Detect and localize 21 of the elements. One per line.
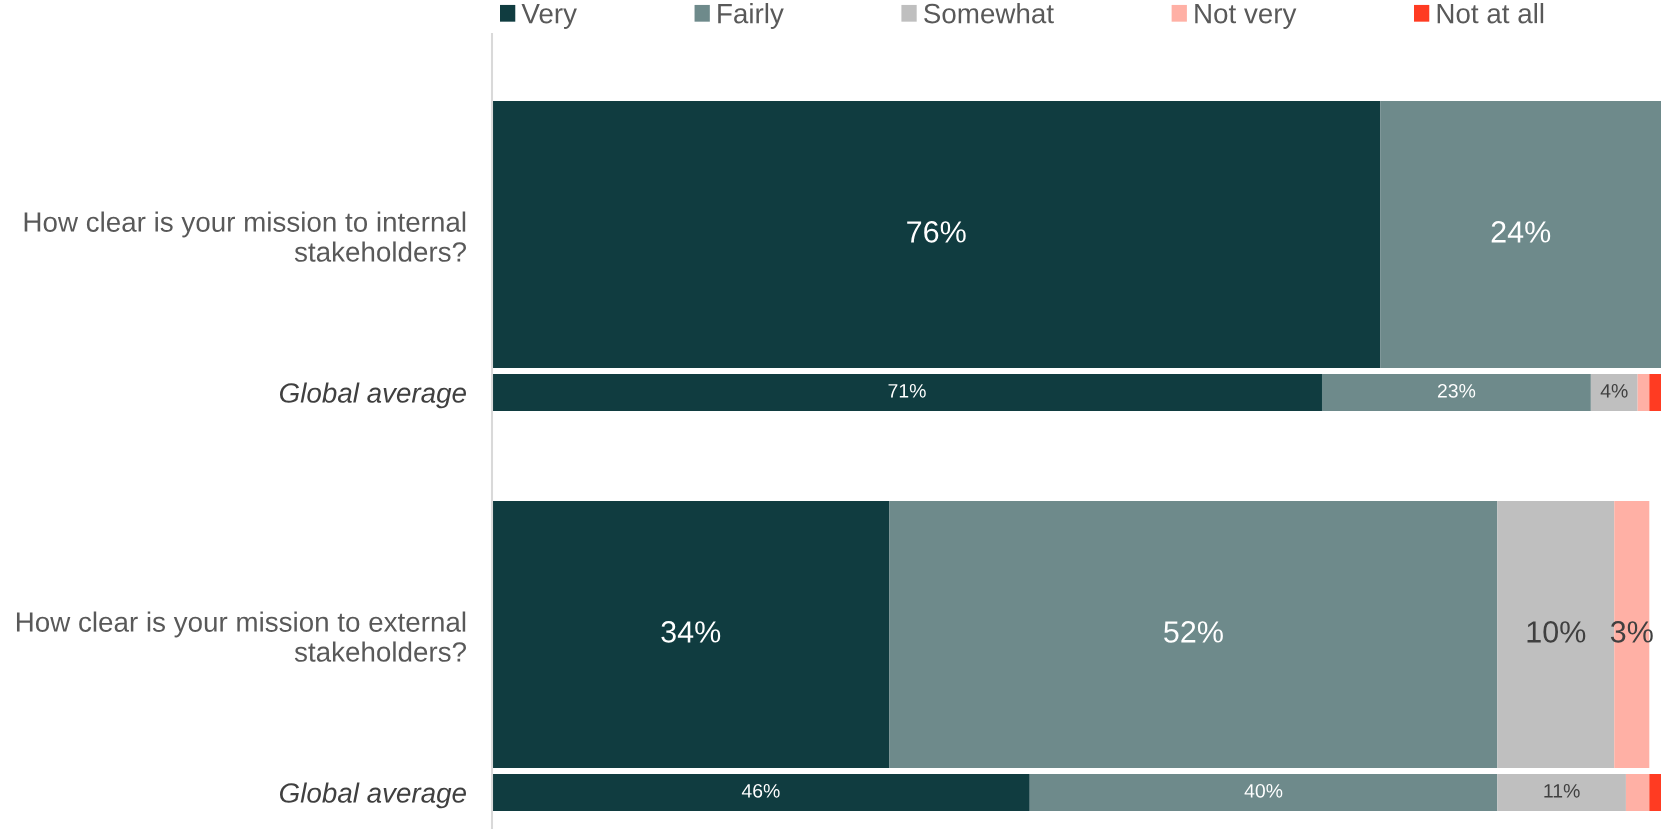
data-label: 3%	[1610, 621, 1653, 643]
legend-label: Fairly	[718, 3, 784, 29]
data-label: 4%	[1600, 384, 1628, 398]
legend-label: Somewhat	[924, 3, 1054, 24]
data-label: 40%	[1244, 783, 1283, 798]
data-label: 10%	[1527, 621, 1586, 643]
data-label: 24%	[1491, 221, 1551, 243]
data-label: 34%	[661, 621, 721, 643]
legend-label: Not at all	[1437, 3, 1544, 24]
data-label: 76%	[907, 221, 966, 243]
legend-label: Very	[521, 4, 577, 29]
data-label: 52%	[1164, 621, 1223, 643]
data-label: 23%	[1437, 383, 1476, 398]
data-label: 71%	[888, 384, 926, 398]
y-tick-label: How clear is your mission to internal stakeholders?	[24, 211, 466, 262]
y-tick-label: Global average	[279, 382, 466, 409]
legend-label: Not very	[1195, 4, 1297, 29]
y-tick-label: Global average	[279, 782, 466, 809]
data-label: 11%	[1544, 784, 1580, 798]
data-label: 46%	[741, 783, 780, 798]
y-tick-label: How clear is your mission to external stakeholders?	[16, 611, 466, 662]
